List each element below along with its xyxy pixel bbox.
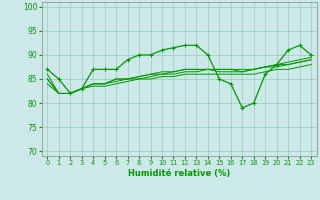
X-axis label: Humidité relative (%): Humidité relative (%) (128, 169, 230, 178)
